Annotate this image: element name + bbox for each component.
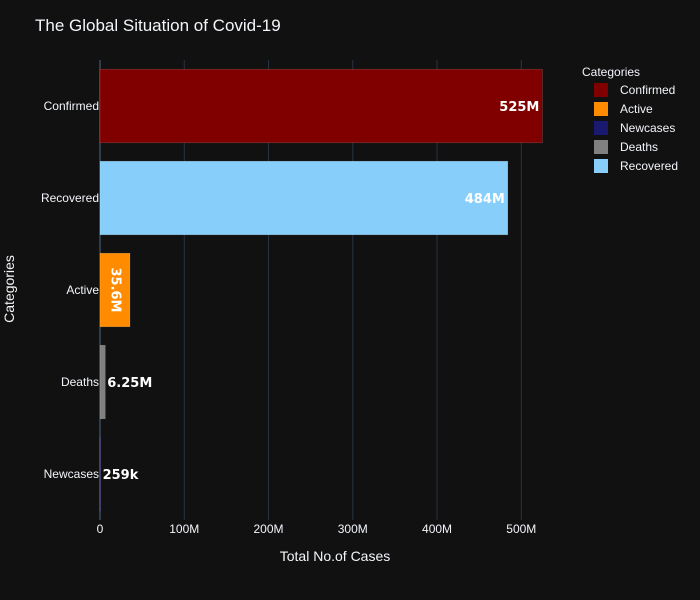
x-tick-label: 400M	[422, 522, 452, 536]
legend-swatch	[594, 83, 608, 97]
bars: 525M 484M 35.6M 6.25M 259k	[99, 68, 543, 512]
x-tick-label: 0	[97, 522, 104, 536]
y-category-labels: Confirmed Recovered Active Deaths Newcases	[41, 99, 99, 481]
legend-item-active[interactable]: Active	[594, 102, 653, 116]
x-tick-label: 100M	[169, 522, 199, 536]
legend: Categories Confirmed Active Newcases Deaths…	[582, 65, 678, 173]
x-tick-label: 200M	[254, 522, 284, 536]
bar-value-label: 6.25M	[107, 376, 152, 391]
bar-recovered	[99, 160, 509, 236]
y-axis-title: Categories	[1, 255, 17, 323]
bar-active	[99, 252, 131, 328]
bar-confirmed	[99, 68, 543, 144]
legend-item-deaths[interactable]: Deaths	[594, 140, 658, 154]
legend-label: Newcases	[620, 121, 675, 135]
legend-swatch	[594, 140, 608, 154]
legend-item-confirmed[interactable]: Confirmed	[594, 83, 675, 97]
y-category-label: Deaths	[61, 375, 99, 389]
bar-newcases	[99, 436, 101, 512]
x-tick-labels: 0 100M 200M 300M 400M 500M	[97, 522, 537, 536]
bar-value-label: 259k	[103, 468, 139, 483]
legend-item-recovered[interactable]: Recovered	[594, 159, 678, 173]
legend-swatch	[594, 102, 608, 116]
bar-value-label: 484M	[465, 192, 505, 207]
x-axis-title: Total No.of Cases	[280, 548, 391, 564]
legend-label: Recovered	[620, 159, 678, 173]
bar-value-label: 525M	[499, 100, 539, 115]
legend-item-newcases[interactable]: Newcases	[594, 121, 675, 135]
legend-swatch	[594, 159, 608, 173]
y-category-label: Confirmed	[44, 99, 99, 113]
y-category-label: Recovered	[41, 191, 99, 205]
bar-value-label: 35.6M	[107, 267, 122, 312]
x-tick-label: 300M	[338, 522, 368, 536]
y-category-label: Active	[66, 283, 99, 297]
legend-label: Confirmed	[620, 83, 675, 97]
legend-swatch	[594, 121, 608, 135]
legend-title: Categories	[582, 65, 640, 79]
chart-title: The Global Situation of Covid-19	[35, 16, 281, 35]
legend-label: Deaths	[620, 140, 658, 154]
x-tick-label: 500M	[506, 522, 536, 536]
legend-label: Active	[620, 102, 653, 116]
bar-deaths	[99, 344, 106, 420]
y-category-label: Newcases	[44, 467, 99, 481]
